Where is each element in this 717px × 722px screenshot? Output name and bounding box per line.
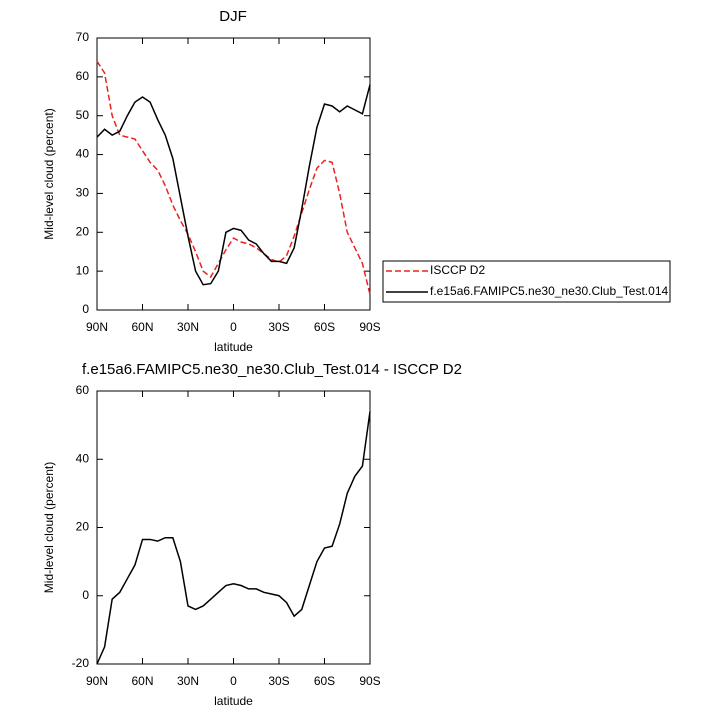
x-tick-label: 30S <box>268 320 289 334</box>
y-tick-label: 0 <box>82 588 89 602</box>
x-tick-label: 60N <box>131 320 153 334</box>
x-tick-label: 30N <box>177 674 199 688</box>
plot-frame <box>96 37 371 311</box>
y-tick-label: 0 <box>82 302 89 316</box>
x-axis-label: latitude <box>214 340 253 354</box>
plot-frame <box>96 390 371 665</box>
y-axis-label: Mid-level cloud (percent) <box>42 108 56 239</box>
legend-frame <box>382 260 671 303</box>
data-line <box>96 411 371 665</box>
data-line <box>96 60 371 295</box>
y-tick-label: 40 <box>76 451 90 465</box>
legend-label: f.e15a6.FAMIPC5.ne30_ne30.Club_Test.014 <box>430 284 668 298</box>
chart-title: f.e15a6.FAMIPC5.ne30_ne30.Club_Test.014 … <box>82 361 462 378</box>
x-tick-label: 90S <box>359 674 380 688</box>
y-tick-label: -20 <box>72 656 90 670</box>
y-tick-label: 40 <box>76 147 90 161</box>
y-tick-label: 50 <box>76 108 90 122</box>
x-tick-label: 60N <box>131 674 153 688</box>
y-tick-label: 70 <box>76 30 90 44</box>
y-tick-label: 60 <box>76 383 90 397</box>
x-tick-label: 90N <box>86 320 108 334</box>
y-tick-label: 10 <box>76 263 90 277</box>
x-tick-label: 90N <box>86 674 108 688</box>
x-tick-label: 60S <box>314 674 335 688</box>
data-line <box>96 84 371 286</box>
x-axis-label: latitude <box>214 694 253 708</box>
x-tick-label: 0 <box>230 674 237 688</box>
y-axis-label: Mid-level cloud (percent) <box>42 462 56 593</box>
x-tick-label: 0 <box>230 320 237 334</box>
x-tick-label: 30N <box>177 320 199 334</box>
legend-label: ISCCP D2 <box>430 263 485 277</box>
x-tick-label: 90S <box>359 320 380 334</box>
y-tick-label: 20 <box>76 224 90 238</box>
y-tick-label: 60 <box>76 69 90 83</box>
chart-title: DJF <box>219 8 247 25</box>
y-tick-label: 30 <box>76 186 90 200</box>
y-tick-label: 20 <box>76 520 90 534</box>
x-tick-label: 30S <box>268 674 289 688</box>
x-tick-label: 60S <box>314 320 335 334</box>
